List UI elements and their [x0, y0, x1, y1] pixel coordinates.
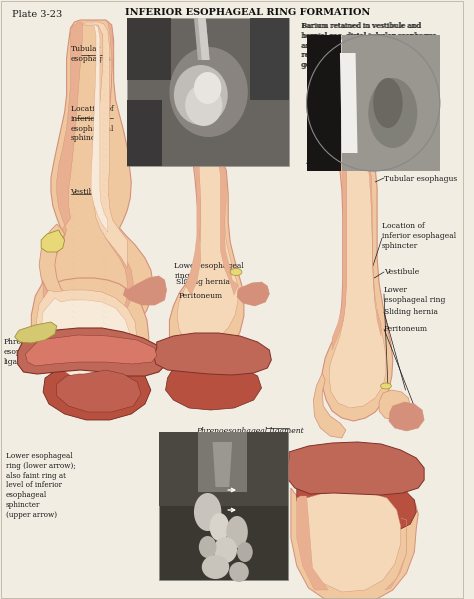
Polygon shape	[36, 290, 137, 382]
FancyBboxPatch shape	[128, 18, 289, 166]
FancyBboxPatch shape	[159, 432, 288, 580]
Text: Plate 3-23: Plate 3-23	[12, 10, 62, 19]
Ellipse shape	[194, 493, 221, 531]
Polygon shape	[159, 432, 288, 506]
Polygon shape	[165, 364, 262, 410]
Text: Tubular esophagus: Tubular esophagus	[384, 175, 457, 183]
Ellipse shape	[373, 78, 402, 128]
Text: Barium retained in vestibule and
hernial sac; distal tubular esophagus
and infer: Barium retained in vestibule and hernial…	[301, 22, 437, 69]
Polygon shape	[313, 373, 346, 438]
Text: Location of
inferior
esophageal
sphincter: Location of inferior esophageal sphincte…	[71, 105, 114, 143]
Polygon shape	[385, 518, 407, 590]
Text: Lower esophageal
ring (lower arrow);
also faint ring at
level of inferior
esopha: Lower esophageal ring (lower arrow); als…	[6, 452, 76, 519]
Text: Schatzki ring moderate: Schatzki ring moderate	[307, 156, 402, 164]
Ellipse shape	[368, 78, 417, 148]
Text: Peritoneum: Peritoneum	[178, 292, 222, 300]
Polygon shape	[287, 442, 424, 495]
Polygon shape	[123, 276, 166, 305]
Polygon shape	[212, 442, 232, 487]
Polygon shape	[154, 333, 271, 375]
Polygon shape	[342, 35, 440, 171]
Ellipse shape	[194, 72, 221, 104]
Text: Phrenoesophageal ligament: Phrenoesophageal ligament	[196, 427, 304, 435]
Polygon shape	[41, 298, 131, 380]
Polygon shape	[297, 496, 328, 590]
Polygon shape	[340, 53, 357, 153]
Polygon shape	[96, 20, 133, 340]
Text: Location of
inferior esophageal
sphincter: Location of inferior esophageal sphincte…	[382, 222, 456, 250]
Polygon shape	[82, 22, 128, 268]
Text: Diaphragm: Diaphragm	[196, 354, 238, 362]
Ellipse shape	[230, 268, 242, 276]
Circle shape	[307, 35, 440, 171]
Polygon shape	[26, 335, 157, 366]
Text: Tubular
esophagus: Tubular esophagus	[71, 45, 111, 63]
Polygon shape	[250, 18, 289, 100]
Polygon shape	[198, 18, 210, 60]
Text: Sliding hernia: Sliding hernia	[384, 308, 438, 316]
Polygon shape	[297, 478, 416, 536]
Text: Peritoneum: Peritoneum	[384, 325, 428, 333]
Text: INFERIOR ESOPHAGEAL RING FORMATION: INFERIOR ESOPHAGEAL RING FORMATION	[126, 8, 371, 17]
Text: Lower
esophageal ring: Lower esophageal ring	[384, 286, 446, 304]
Text: Barium retained in vestibule and
hernial sac; distal tubular esophagus
and infer: Barium retained in vestibule and hernial…	[301, 22, 435, 69]
Polygon shape	[237, 282, 269, 306]
Ellipse shape	[185, 84, 222, 126]
Polygon shape	[18, 328, 164, 376]
Polygon shape	[128, 100, 162, 166]
Ellipse shape	[170, 47, 248, 137]
Ellipse shape	[174, 65, 228, 125]
Polygon shape	[31, 278, 149, 388]
Polygon shape	[389, 402, 424, 431]
Polygon shape	[198, 432, 247, 492]
Polygon shape	[42, 20, 153, 350]
Polygon shape	[379, 390, 410, 420]
Ellipse shape	[202, 555, 229, 579]
Ellipse shape	[237, 542, 253, 562]
Polygon shape	[332, 158, 347, 350]
Ellipse shape	[229, 562, 249, 582]
Polygon shape	[41, 230, 64, 252]
Text: Sliding hernia: Sliding hernia	[176, 278, 230, 286]
Polygon shape	[128, 18, 172, 80]
Polygon shape	[57, 370, 141, 412]
Polygon shape	[43, 22, 82, 340]
Ellipse shape	[381, 383, 392, 389]
Text: Lower esophageal
ring: Lower esophageal ring	[174, 262, 244, 280]
Polygon shape	[219, 162, 238, 295]
FancyBboxPatch shape	[307, 35, 341, 171]
Polygon shape	[86, 24, 108, 232]
Text: Phreno-
esophageal
ligament: Phreno- esophageal ligament	[4, 338, 47, 365]
Ellipse shape	[226, 516, 248, 548]
Polygon shape	[329, 160, 386, 408]
Polygon shape	[194, 18, 210, 60]
Polygon shape	[291, 484, 418, 599]
Ellipse shape	[199, 536, 217, 558]
Polygon shape	[15, 322, 57, 343]
Polygon shape	[43, 364, 151, 420]
Polygon shape	[367, 160, 381, 336]
Ellipse shape	[210, 513, 229, 541]
Text: Schatzki ring moderate: Schatzki ring moderate	[306, 158, 396, 166]
Polygon shape	[322, 158, 393, 421]
Polygon shape	[301, 490, 401, 592]
Text: Vestibule: Vestibule	[384, 268, 419, 276]
Polygon shape	[39, 224, 67, 302]
Text: Vestibule: Vestibule	[71, 188, 106, 196]
Ellipse shape	[214, 537, 237, 563]
Polygon shape	[170, 162, 244, 364]
Text: Diaphragm: Diaphragm	[299, 475, 341, 483]
Polygon shape	[185, 162, 201, 295]
Polygon shape	[177, 165, 238, 345]
